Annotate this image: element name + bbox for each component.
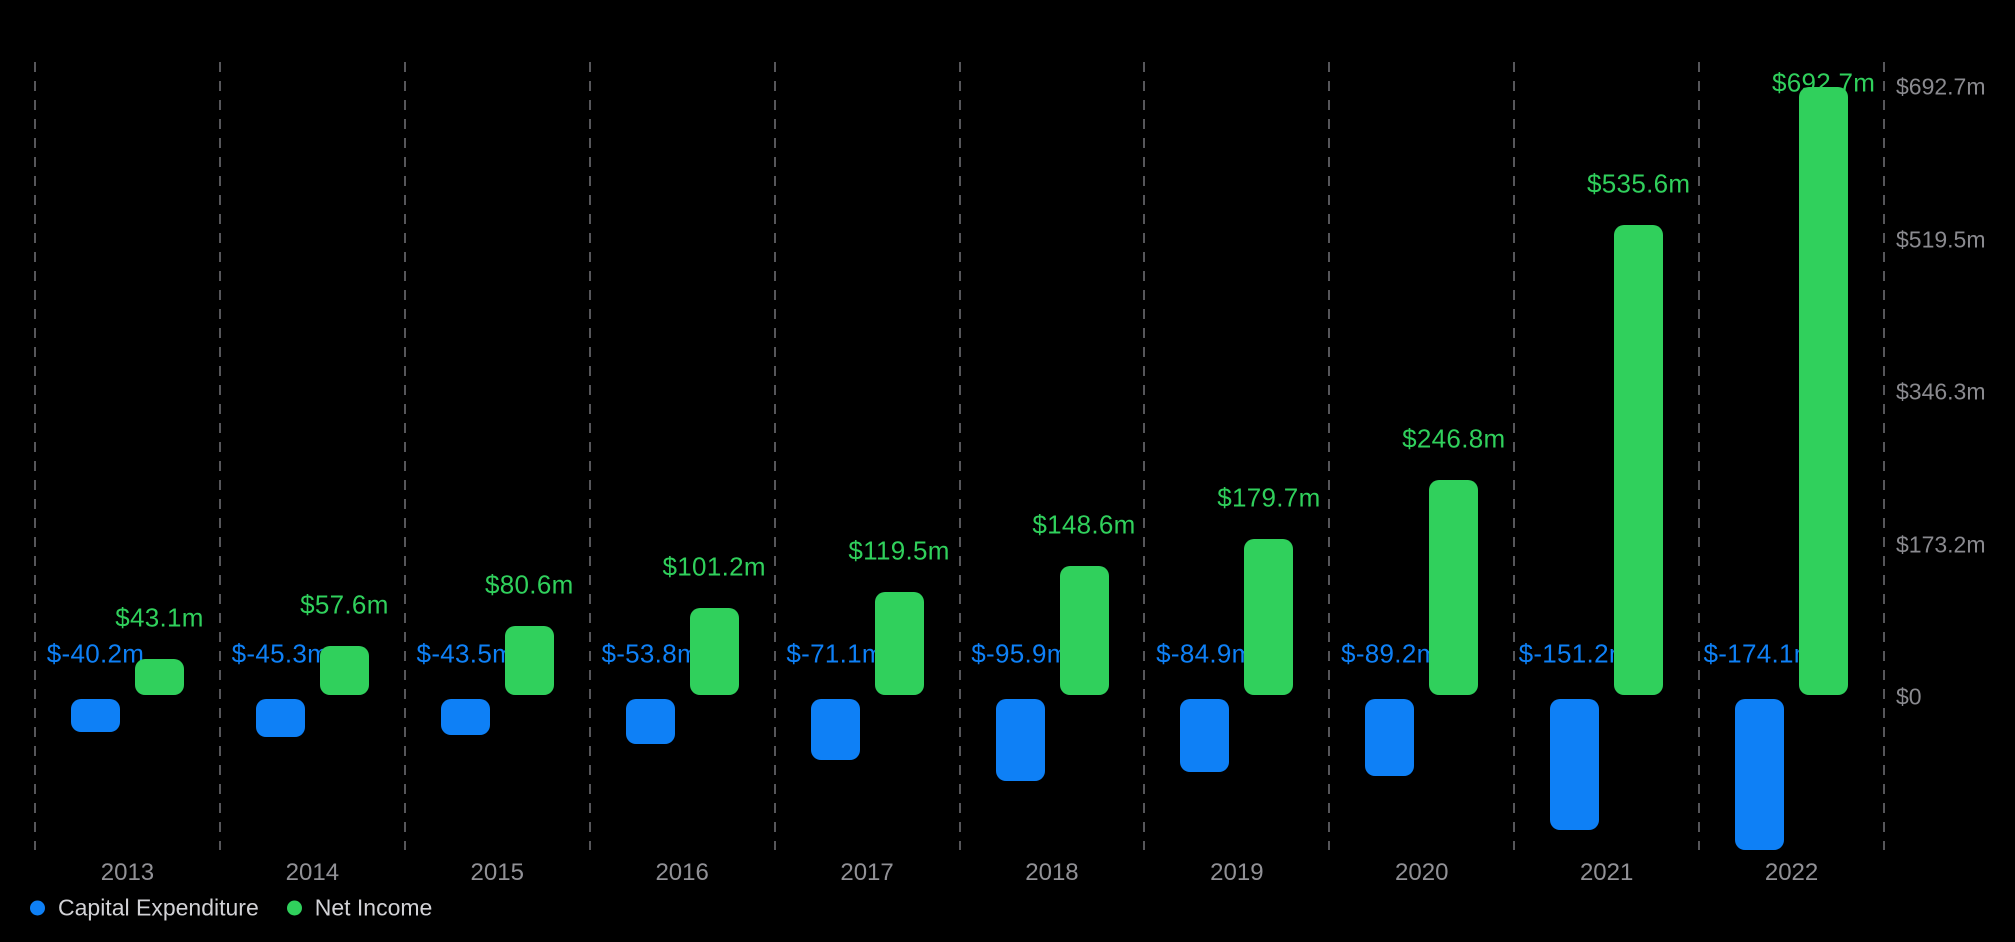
bar-net-income-2019[interactable] xyxy=(1244,538,1294,695)
bar-capital-expenditure-2022[interactable] xyxy=(1735,699,1785,851)
y-axis-label: $519.5m xyxy=(1896,226,1986,253)
value-label-capital-expenditure-2018: $-95.9m xyxy=(971,638,1069,669)
gridline xyxy=(1328,62,1331,850)
gridline xyxy=(218,62,221,850)
legend-swatch-capital-expenditure-icon xyxy=(30,900,45,916)
value-label-capital-expenditure-2013: $-40.2m xyxy=(46,638,145,669)
value-label-capital-expenditure-2015: $-43.5m xyxy=(416,638,515,669)
x-axis-label-2017: 2017 xyxy=(840,859,894,886)
value-label-net-income-2022: $692.7m xyxy=(1771,67,1876,98)
legend-swatch-net-income-icon xyxy=(286,900,302,916)
bar-net-income-2022[interactable] xyxy=(1799,87,1849,695)
x-axis-label-2022: 2022 xyxy=(1764,859,1819,886)
bar-capital-expenditure-2016[interactable] xyxy=(625,699,675,745)
x-axis-label-2020: 2020 xyxy=(1395,859,1449,886)
y-axis-label: $692.7m xyxy=(1896,73,1986,100)
bar-capital-expenditure-2017[interactable] xyxy=(810,699,860,760)
bar-net-income-2020[interactable] xyxy=(1429,479,1479,695)
bar-net-income-2013[interactable] xyxy=(135,659,184,695)
y-axis-label: $173.2m xyxy=(1896,531,1986,557)
x-axis-label-2014: 2014 xyxy=(285,859,340,886)
gridline xyxy=(958,62,961,850)
bar-capital-expenditure-2013[interactable] xyxy=(71,699,120,733)
bar-capital-expenditure-2015[interactable] xyxy=(440,699,490,736)
gridline xyxy=(1883,62,1885,850)
gridline xyxy=(403,62,406,850)
x-axis-label-2016: 2016 xyxy=(655,859,709,886)
bar-net-income-2016[interactable] xyxy=(689,607,739,695)
y-axis-label: $346.3m xyxy=(1896,378,1986,405)
legend-item-net-income[interactable]: Net Income xyxy=(286,894,433,922)
bar-capital-expenditure-2014[interactable] xyxy=(255,699,305,737)
legend-label-net-income: Net Income xyxy=(314,894,433,921)
value-label-net-income-2018: $148.6m xyxy=(1032,509,1136,540)
bar-capital-expenditure-2021[interactable] xyxy=(1550,699,1600,831)
bar-net-income-2014[interactable] xyxy=(319,646,369,695)
bar-net-income-2017[interactable] xyxy=(874,591,924,695)
value-label-capital-expenditure-2022: $-174.1m xyxy=(1703,638,1816,669)
x-axis-label-2015: 2015 xyxy=(470,859,524,886)
gridline xyxy=(1698,62,1701,850)
value-label-capital-expenditure-2021: $-151.2m xyxy=(1518,638,1631,669)
legend-label-capital-expenditure: Capital Expenditure xyxy=(58,894,259,921)
value-label-net-income-2020: $246.8m xyxy=(1402,423,1506,454)
value-label-net-income-2015: $80.6m xyxy=(485,569,574,600)
value-label-net-income-2017: $119.5m xyxy=(848,535,950,566)
y-axis-label: $0 xyxy=(1896,683,1922,710)
bar-net-income-2015[interactable] xyxy=(504,626,554,695)
value-label-capital-expenditure-2020: $-89.2m xyxy=(1341,638,1439,669)
bar-net-income-2018[interactable] xyxy=(1059,566,1109,695)
legend-item-capital-expenditure[interactable]: Capital Expenditure xyxy=(30,895,259,922)
x-axis-label-2018: 2018 xyxy=(1025,859,1079,886)
value-label-net-income-2013: $43.1m xyxy=(115,602,204,633)
value-label-net-income-2019: $179.7m xyxy=(1217,482,1321,513)
legend: Capital Expenditure Net Income xyxy=(30,895,432,922)
x-axis-label-2019: 2019 xyxy=(1210,859,1264,886)
value-label-net-income-2021: $535.6m xyxy=(1587,168,1691,199)
bar-net-income-2021[interactable] xyxy=(1614,225,1664,695)
bar-capital-expenditure-2019[interactable] xyxy=(1180,699,1230,772)
gridline xyxy=(773,62,776,850)
bar-capital-expenditure-2020[interactable] xyxy=(1365,699,1415,776)
value-label-capital-expenditure-2016: $-53.8m xyxy=(601,638,699,669)
x-axis-label-2013: 2013 xyxy=(100,859,155,886)
gridline xyxy=(1513,62,1516,850)
gridline xyxy=(34,62,36,850)
value-label-capital-expenditure-2019: $-84.9m xyxy=(1156,638,1254,669)
gridline xyxy=(1143,62,1146,850)
value-label-capital-expenditure-2014: $-45.3m xyxy=(231,638,330,669)
value-label-net-income-2016: $101.2m xyxy=(662,551,766,582)
bar-capital-expenditure-2018[interactable] xyxy=(995,699,1045,782)
x-axis-label-2021: 2021 xyxy=(1579,859,1634,886)
value-label-capital-expenditure-2017: $-71.1m xyxy=(786,638,884,669)
value-label-net-income-2014: $57.6m xyxy=(300,589,389,620)
gridline xyxy=(588,62,591,850)
